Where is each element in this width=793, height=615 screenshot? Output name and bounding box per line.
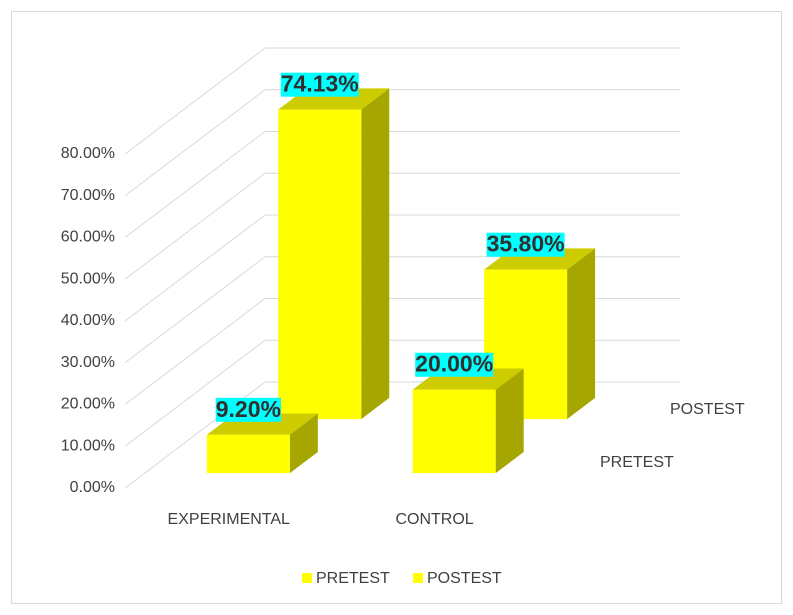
bar-side	[495, 368, 524, 474]
y-tick-label: 0.00%	[70, 479, 115, 496]
grid-line	[124, 214, 266, 322]
bar-front	[412, 389, 496, 474]
bar-front	[278, 109, 362, 420]
grid-line	[124, 172, 266, 280]
grid-line	[124, 339, 266, 447]
value-label: 35.80%	[487, 231, 565, 257]
value-label: 9.20%	[216, 396, 281, 422]
value-label: 20.00%	[415, 351, 493, 377]
legend-swatch	[302, 573, 312, 583]
legend-label: POSTEST	[427, 570, 502, 587]
bar-front	[206, 434, 290, 474]
value-label-bg	[415, 352, 494, 377]
value-label-bg	[280, 72, 359, 97]
y-tick-label: 20.00%	[61, 396, 115, 413]
bar	[278, 88, 390, 420]
y-tick-label: 60.00%	[61, 229, 115, 246]
bar-side	[289, 413, 318, 474]
series-row-label: POSTEST	[670, 401, 745, 418]
value-label-bg	[486, 232, 565, 257]
y-tick-label: 70.00%	[61, 187, 115, 204]
x-tick-label: CONTROL	[395, 511, 473, 528]
grid-line	[124, 47, 266, 155]
y-tick-label: 10.00%	[61, 437, 115, 454]
chart-border	[11, 11, 782, 604]
grid-line	[124, 256, 266, 364]
y-tick-label: 30.00%	[61, 354, 115, 371]
series-row-label: PRETEST	[600, 454, 674, 471]
bar-side	[361, 88, 390, 420]
bar-side	[567, 248, 596, 420]
grid-line	[124, 298, 266, 405]
x-tick-label: EXPERIMENTAL	[168, 511, 291, 528]
value-label: 74.13%	[281, 71, 359, 97]
grid-line	[124, 131, 266, 238]
legend-swatch	[413, 573, 423, 583]
legend-label: PRETEST	[316, 570, 390, 587]
grid-line	[124, 89, 266, 197]
y-tick-label: 80.00%	[61, 145, 115, 162]
y-tick-label: 40.00%	[61, 312, 115, 329]
bar	[412, 368, 524, 474]
value-label-bg	[215, 397, 281, 422]
y-tick-label: 50.00%	[61, 270, 115, 287]
bar	[206, 413, 318, 474]
